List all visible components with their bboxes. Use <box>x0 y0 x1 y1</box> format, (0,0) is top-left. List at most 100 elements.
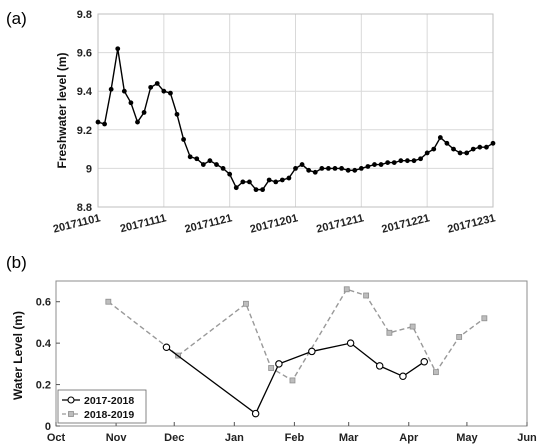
a-data-point <box>174 111 180 117</box>
a-data-point <box>451 146 456 152</box>
a-ytick-label: 9.2 <box>77 125 92 137</box>
a-data-point <box>161 88 167 94</box>
a-data-point <box>266 177 272 183</box>
a-data-point <box>464 150 470 156</box>
panel-a-label: (a) <box>6 9 27 28</box>
a-data-point <box>168 90 173 96</box>
a-data-point <box>108 86 114 92</box>
b-xtick-label: May <box>456 432 478 444</box>
a-data-point <box>214 162 219 167</box>
a-data-point <box>398 158 404 164</box>
a-data-point <box>470 146 476 152</box>
a-data-point <box>279 177 285 183</box>
a-data-point <box>418 156 423 162</box>
a-data-point <box>332 166 338 171</box>
b-data-point-2017-2018 <box>162 343 171 352</box>
b-data-point-2018-2019 <box>481 315 488 322</box>
a-data-point <box>293 166 298 171</box>
b-data-point-2018-2019 <box>343 286 350 293</box>
a-data-point <box>424 150 430 156</box>
b-data-point-2017-2018 <box>346 339 355 347</box>
a-data-point <box>286 175 292 181</box>
a-data-point <box>358 166 364 171</box>
a-plot-frame <box>97 13 494 208</box>
a-data-point <box>444 140 450 146</box>
b-data-point-2018-2019 <box>268 365 275 371</box>
a-data-point <box>227 171 233 177</box>
a-data-point <box>102 121 107 127</box>
a-data-point <box>391 160 397 166</box>
b-data-point-2018-2019 <box>105 298 112 305</box>
a-data-point <box>247 179 252 185</box>
b-ytick-label: 0.6 <box>36 297 51 309</box>
a-xtick-label: 20171201 <box>249 212 299 235</box>
a-data-point <box>457 150 463 156</box>
a-data-point <box>200 162 206 167</box>
a-xtick-label: 20171221 <box>380 212 430 235</box>
a-data-point <box>128 100 134 106</box>
b-legend-box <box>57 389 147 424</box>
a-ylabel: Freshwater level (m) <box>55 52 69 168</box>
b-ytick-label: 0.2 <box>36 380 51 392</box>
b-data-point-2017-2018 <box>275 360 283 368</box>
b-data-point-2018-2019 <box>363 292 370 299</box>
a-xtick-label: 20171211 <box>315 212 365 235</box>
a-data-point <box>352 167 358 173</box>
a-data-point <box>319 166 325 171</box>
a-data-point <box>385 160 391 166</box>
a-data-point <box>477 144 483 150</box>
b-data-point-2017-2018 <box>308 347 316 356</box>
a-data-point <box>253 187 259 193</box>
a-data-point <box>326 166 331 171</box>
b-series-line-2018-2019 <box>107 288 485 382</box>
a-data-point <box>484 144 489 150</box>
b-ytick-label: 0 <box>45 421 51 433</box>
a-xtick-label: 20171101 <box>52 212 102 235</box>
a-data-point <box>306 167 312 173</box>
a-data-point <box>437 135 443 140</box>
a-data-point <box>345 167 351 173</box>
b-xtick-label: Feb <box>285 432 305 444</box>
b-xtick-label: Dec <box>164 432 184 444</box>
a-data-point <box>95 119 101 125</box>
a-data-point <box>233 185 239 191</box>
a-data-point <box>187 154 193 160</box>
b-xtick-label: Mar <box>339 432 359 444</box>
b-data-point-2017-2018 <box>251 409 260 418</box>
b-series-line-2017-2018 <box>166 342 425 415</box>
a-data-point <box>240 179 246 185</box>
a-data-point <box>207 158 213 164</box>
a-data-point <box>220 166 226 171</box>
a-data-point <box>411 158 417 164</box>
a-xtick-label: 20171231 <box>446 212 496 235</box>
b-xtick-label: Jan <box>225 432 244 444</box>
a-ytick-label: 9 <box>86 163 92 175</box>
a-data-point <box>299 162 305 167</box>
b-legend-marker-2017-2018 <box>67 396 75 404</box>
a-data-point <box>141 110 147 115</box>
a-data-point <box>378 162 384 167</box>
b-xtick-label: Jun <box>517 432 537 444</box>
b-data-point-2018-2019 <box>409 323 416 330</box>
b-legend-label-2017-2018: 2017-2018 <box>84 395 134 407</box>
b-data-point-2018-2019 <box>433 369 439 376</box>
b-data-point-2018-2019 <box>243 300 249 307</box>
panel-b-label: (b) <box>6 253 27 272</box>
b-data-point-2017-2018 <box>399 372 407 381</box>
b-data-point-2018-2019 <box>289 377 296 384</box>
b-xtick-label: Apr <box>399 432 419 444</box>
a-data-point <box>194 156 200 162</box>
b-ylabel: Water Level (m) <box>11 311 25 400</box>
a-ytick-label: 9.8 <box>77 9 92 21</box>
a-data-point <box>135 119 140 125</box>
a-data-point <box>490 140 496 146</box>
b-legend-marker-2018-2019 <box>68 411 74 417</box>
b-xtick-label: Nov <box>106 432 128 444</box>
a-data-point <box>148 84 154 90</box>
a-xtick-label: 20171111 <box>119 212 168 235</box>
a-data-point <box>431 146 437 152</box>
b-data-point-2018-2019 <box>456 334 463 340</box>
a-data-point <box>121 88 127 94</box>
a-data-point <box>372 162 377 167</box>
